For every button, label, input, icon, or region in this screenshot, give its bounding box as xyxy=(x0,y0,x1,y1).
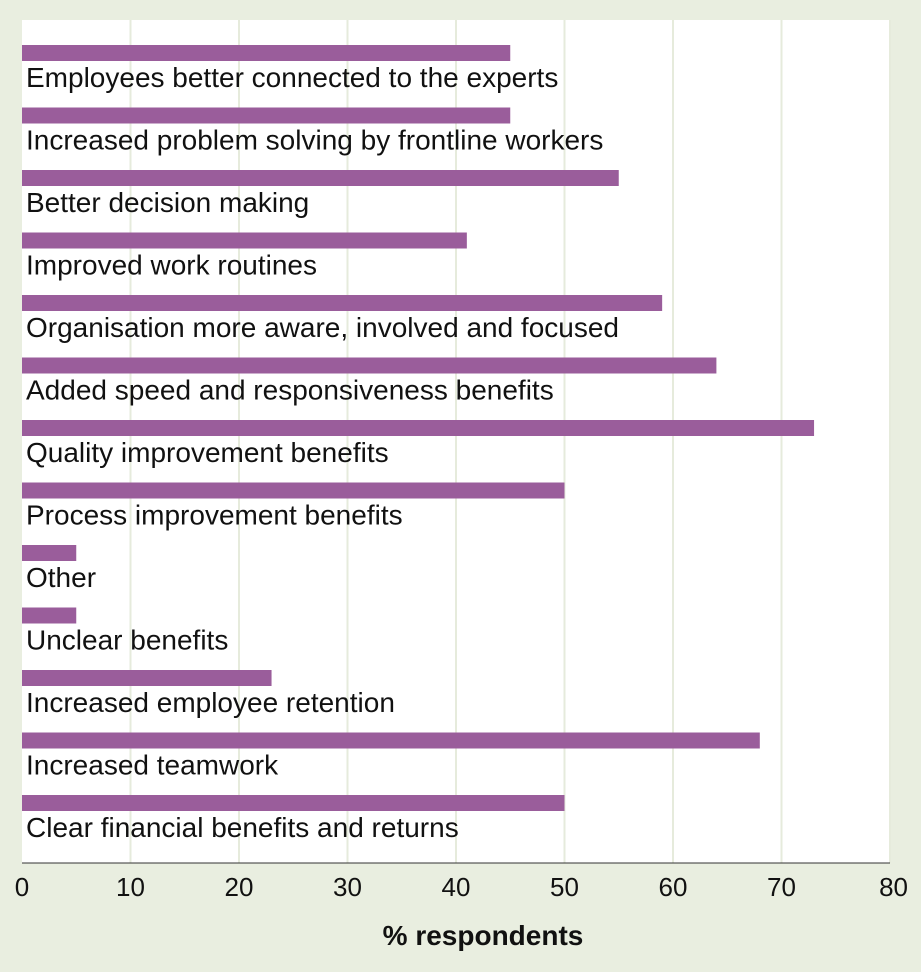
gridlines xyxy=(129,20,891,863)
x-tick-label: 70 xyxy=(767,872,796,902)
category-label: Increased problem solving by frontline w… xyxy=(26,125,603,156)
bar xyxy=(22,170,619,186)
category-label: Clear financial benefits and returns xyxy=(26,812,459,843)
category-label: Organisation more aware, involved and fo… xyxy=(26,312,619,343)
category-label: Better decision making xyxy=(26,187,309,218)
bars xyxy=(22,45,815,811)
category-label: Unclear benefits xyxy=(26,625,228,656)
x-axis-title: % respondents xyxy=(383,920,584,951)
category-label: Process improvement benefits xyxy=(26,500,403,531)
x-tick-label: 80 xyxy=(879,872,908,902)
category-label: Increased employee retention xyxy=(26,687,395,718)
bar xyxy=(22,607,77,624)
x-tick-labels: 0 10 20 30 40 50 60 70 80 xyxy=(15,872,908,902)
bar xyxy=(22,420,815,436)
x-tick-label: 60 xyxy=(659,872,688,902)
category-labels: Employees better connected to the expert… xyxy=(26,62,619,843)
bar xyxy=(22,545,77,561)
category-label: Other xyxy=(26,562,96,593)
bar xyxy=(22,107,511,124)
x-tick-label: 50 xyxy=(550,872,579,902)
x-tick-label: 30 xyxy=(333,872,362,902)
bar xyxy=(22,357,717,374)
bar xyxy=(22,295,663,311)
category-label: Quality improvement benefits xyxy=(26,437,389,468)
category-label: Improved work routines xyxy=(26,250,317,281)
category-label: Increased teamwork xyxy=(26,750,279,781)
bar xyxy=(22,732,760,749)
bar xyxy=(22,232,467,249)
x-tick-label: 10 xyxy=(116,872,145,902)
bar xyxy=(22,45,511,61)
x-tick-label: 20 xyxy=(225,872,254,902)
bar xyxy=(22,670,272,686)
bar xyxy=(22,795,565,811)
x-tick-label: 0 xyxy=(15,872,29,902)
category-label: Added speed and responsiveness benefits xyxy=(26,375,554,406)
x-tick-label: 40 xyxy=(442,872,471,902)
category-label: Employees better connected to the expert… xyxy=(26,62,558,93)
bar xyxy=(22,482,565,499)
